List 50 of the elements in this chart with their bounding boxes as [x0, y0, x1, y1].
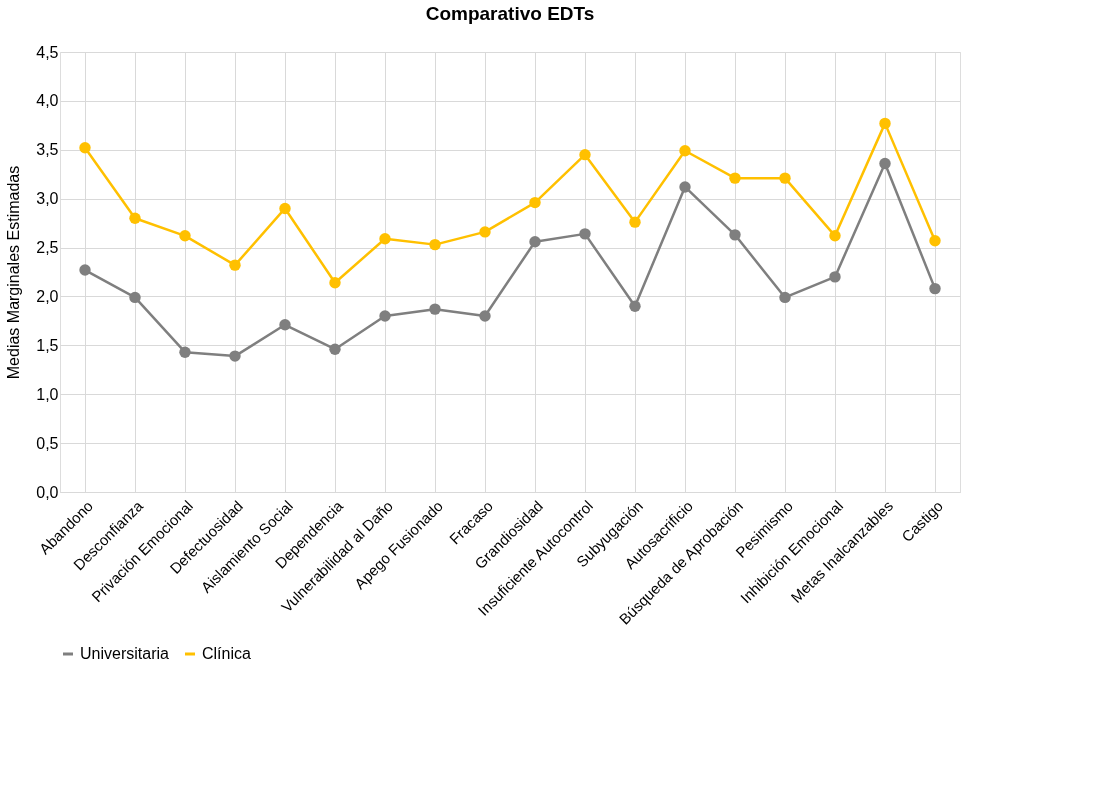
- point: [579, 228, 591, 240]
- point: [429, 238, 441, 251]
- point: [729, 172, 741, 184]
- chart-title: Comparativo EDTs: [425, 3, 595, 24]
- point: [629, 216, 641, 228]
- point: [329, 343, 341, 355]
- point: [529, 236, 541, 248]
- point: [829, 230, 841, 242]
- y-tick-label: 1,5: [36, 336, 59, 354]
- point: [479, 226, 491, 238]
- point: [79, 142, 91, 154]
- point: [179, 346, 191, 358]
- point: [779, 291, 791, 304]
- point: [229, 259, 241, 271]
- point: [529, 196, 541, 209]
- y-tick-label: 0,0: [36, 483, 59, 501]
- point: [729, 229, 741, 241]
- point: [679, 181, 691, 193]
- point: [579, 148, 591, 161]
- point: [429, 303, 441, 315]
- point: [929, 282, 941, 295]
- y-tick-label: 4,5: [36, 43, 59, 61]
- y-tick-label: 4,0: [36, 92, 59, 110]
- point: [479, 310, 491, 322]
- legend-label: Clínica: [202, 645, 252, 662]
- point: [629, 300, 641, 312]
- y-tick-label: 2,5: [36, 239, 59, 257]
- point: [129, 212, 141, 224]
- point: [379, 310, 391, 322]
- y-tick-label: 0,5: [36, 434, 59, 452]
- point: [329, 277, 341, 289]
- y-tick-label: 3,5: [36, 141, 59, 159]
- point: [879, 157, 891, 170]
- point: [179, 230, 191, 242]
- point: [279, 202, 291, 215]
- point: [79, 264, 91, 276]
- point: [879, 117, 891, 130]
- point: [229, 350, 241, 362]
- point: [279, 319, 291, 331]
- y-tick-label: 3,0: [36, 190, 59, 208]
- point: [779, 172, 791, 184]
- point: [929, 235, 941, 247]
- point: [129, 291, 141, 304]
- y-tick-label: 1,0: [36, 385, 59, 403]
- point: [829, 271, 841, 283]
- point: [679, 145, 691, 157]
- y-tick-label: 2,0: [36, 287, 59, 305]
- point: [379, 233, 391, 245]
- y-axis-title: Medias Marginales Estimadas: [5, 165, 23, 380]
- legend-label: Universitaria: [80, 645, 170, 662]
